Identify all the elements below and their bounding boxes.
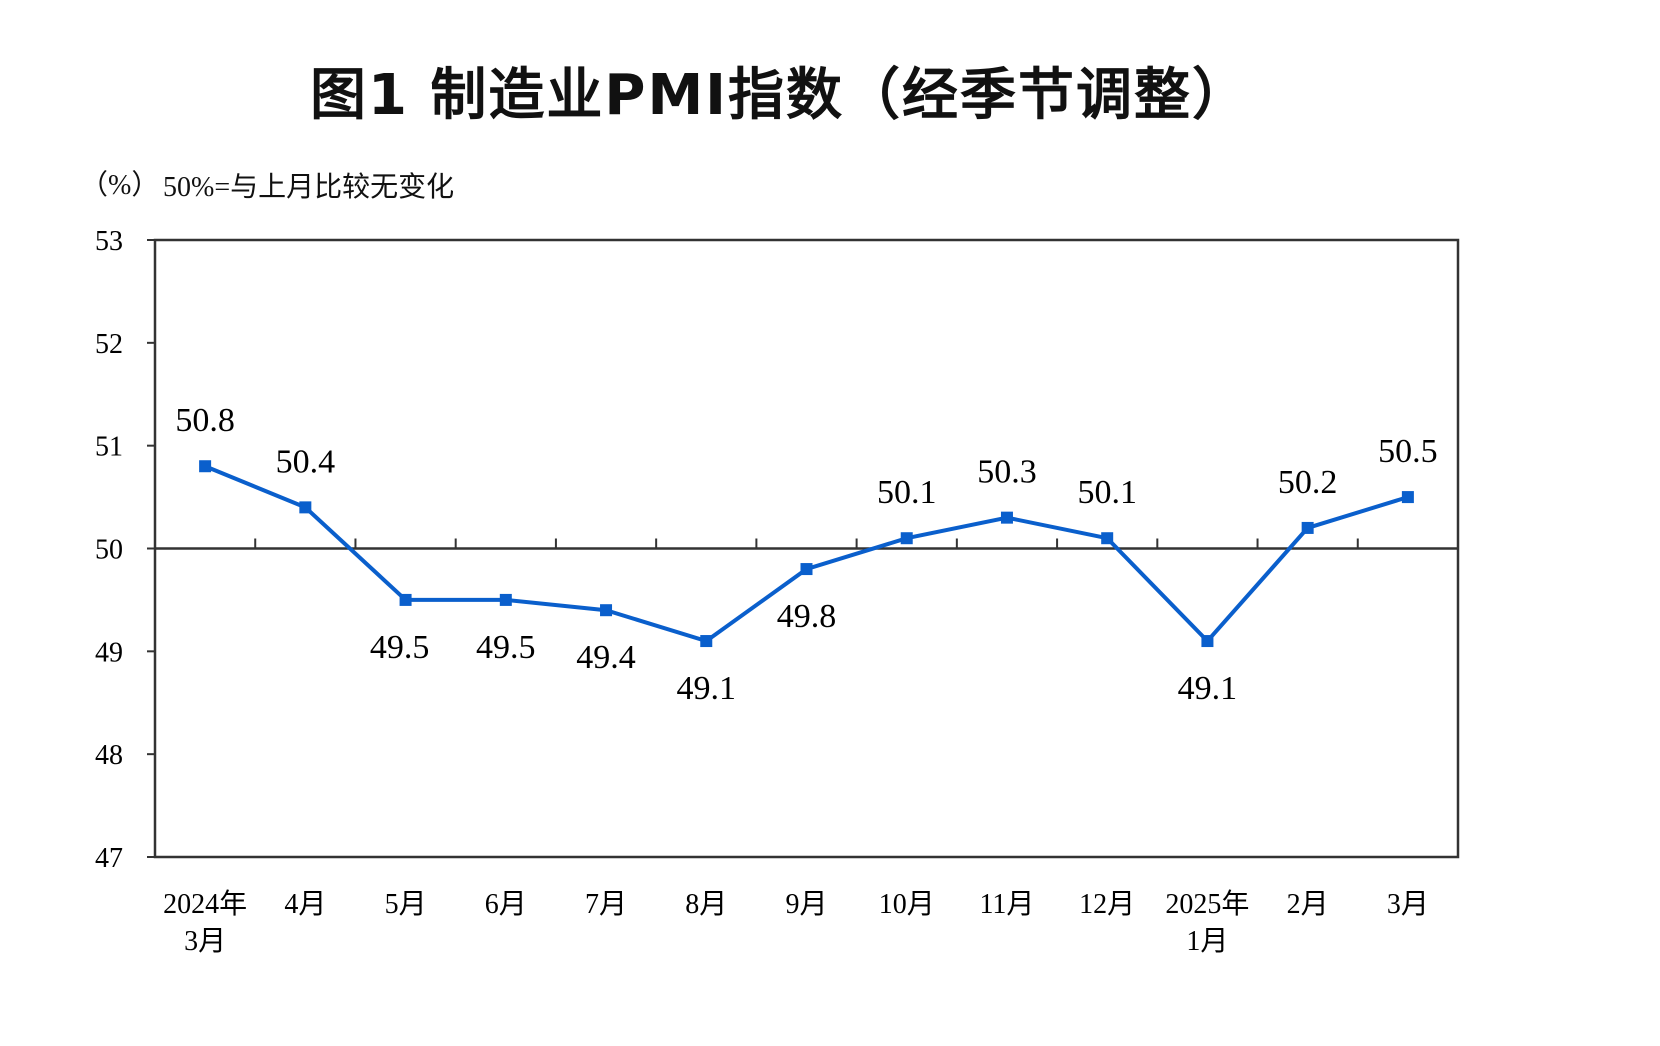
data-point — [199, 460, 212, 473]
x-tick-label: 5月 — [385, 889, 427, 920]
data-label: 49.5 — [476, 629, 536, 666]
data-point — [800, 563, 813, 576]
data-label: 50.4 — [276, 443, 336, 480]
x-tick-label: 3月 — [1387, 889, 1429, 920]
x-tick-label: 6月 — [485, 889, 527, 920]
x-tick-label: 2025年 — [1165, 888, 1249, 920]
x-tick-label: 3月 — [184, 926, 226, 957]
x-tick-label: 2月 — [1287, 889, 1329, 920]
data-point — [399, 593, 412, 606]
data-point — [900, 532, 913, 545]
x-tick-label: 10月 — [879, 889, 935, 920]
data-label: 49.1 — [677, 670, 737, 707]
data-point — [1301, 521, 1314, 534]
y-tick-label: 50 — [95, 535, 123, 566]
data-label: 49.4 — [576, 639, 636, 676]
data-point — [600, 604, 613, 617]
data-label: 50.3 — [977, 454, 1037, 491]
y-tick-label: 53 — [95, 226, 123, 257]
data-label: 49.1 — [1178, 670, 1238, 707]
x-tick-label: 2024年 — [163, 888, 247, 920]
data-label: 49.8 — [777, 598, 837, 635]
reference-note: 50%=与上月比较无变化 — [163, 172, 455, 203]
data-label: 50.1 — [1077, 474, 1137, 511]
data-label: 50.1 — [877, 474, 937, 511]
y-axis-unit: （%） — [80, 170, 160, 201]
data-point — [299, 501, 312, 514]
data-point — [1000, 511, 1013, 524]
x-tick-label: 8月 — [685, 889, 727, 920]
data-point — [700, 635, 713, 648]
data-point — [1101, 532, 1114, 545]
y-tick-label: 48 — [95, 740, 123, 771]
x-tick-label: 11月 — [979, 889, 1034, 920]
y-tick-label: 52 — [95, 329, 123, 360]
x-tick-label: 1月 — [1186, 926, 1228, 957]
data-label: 49.5 — [370, 629, 430, 666]
y-tick-label: 47 — [95, 843, 123, 874]
x-tick-label: 4月 — [284, 889, 326, 920]
data-label: 50.5 — [1378, 433, 1438, 470]
x-tick-label: 7月 — [585, 889, 627, 920]
x-tick-label: 12月 — [1079, 889, 1135, 920]
data-label: 50.2 — [1278, 464, 1338, 501]
y-tick-label: 51 — [95, 432, 123, 463]
data-label: 50.8 — [175, 402, 235, 439]
data-point — [1201, 635, 1214, 648]
chart-title: 图1 制造业PMI指数（经季节调整） — [309, 63, 1251, 128]
data-point — [499, 593, 512, 606]
x-tick-label: 9月 — [785, 889, 827, 920]
y-tick-label: 49 — [95, 637, 123, 668]
data-point — [1401, 491, 1414, 504]
